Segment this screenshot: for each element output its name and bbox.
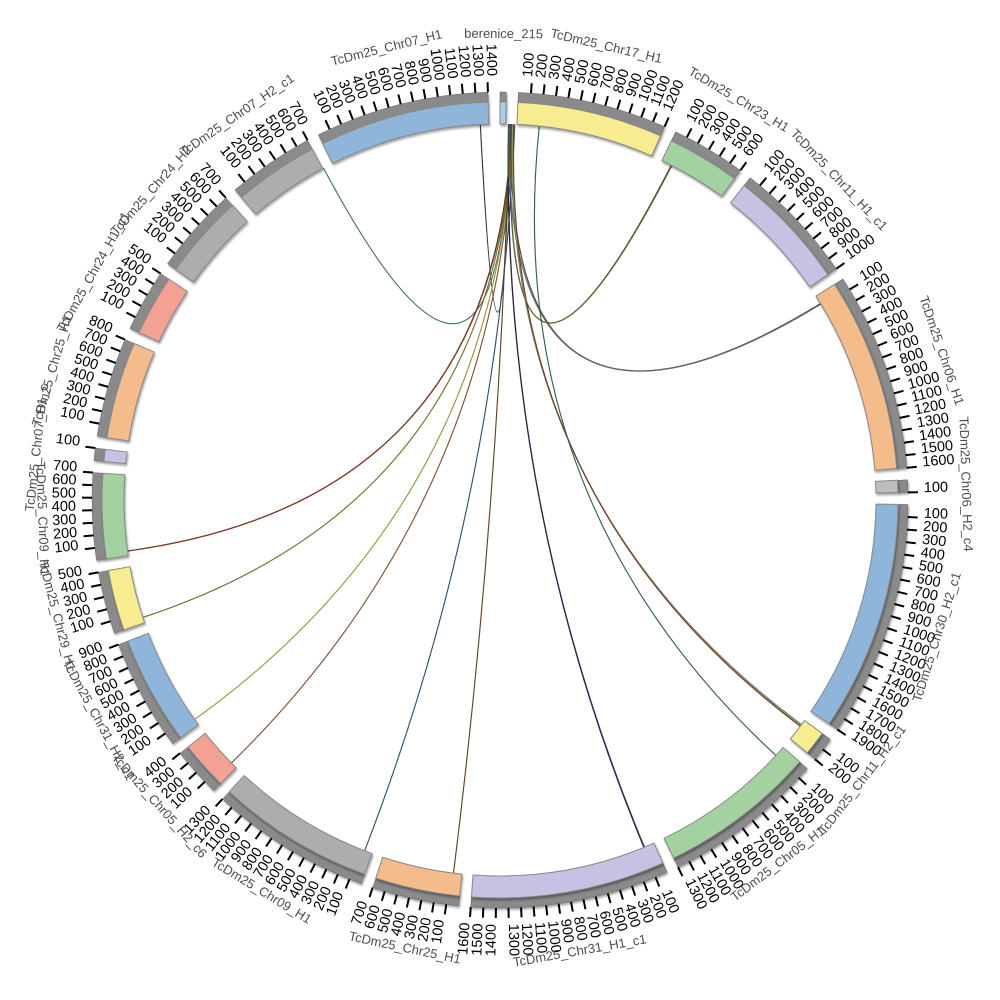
svg-text:1300: 1300: [505, 924, 522, 957]
svg-text:700: 700: [53, 458, 78, 476]
svg-text:berenice_215: berenice_215: [464, 26, 543, 42]
svg-text:100: 100: [924, 480, 948, 496]
svg-text:1600: 1600: [922, 452, 955, 471]
svg-text:1400: 1400: [482, 44, 499, 77]
svg-text:100: 100: [55, 431, 81, 450]
